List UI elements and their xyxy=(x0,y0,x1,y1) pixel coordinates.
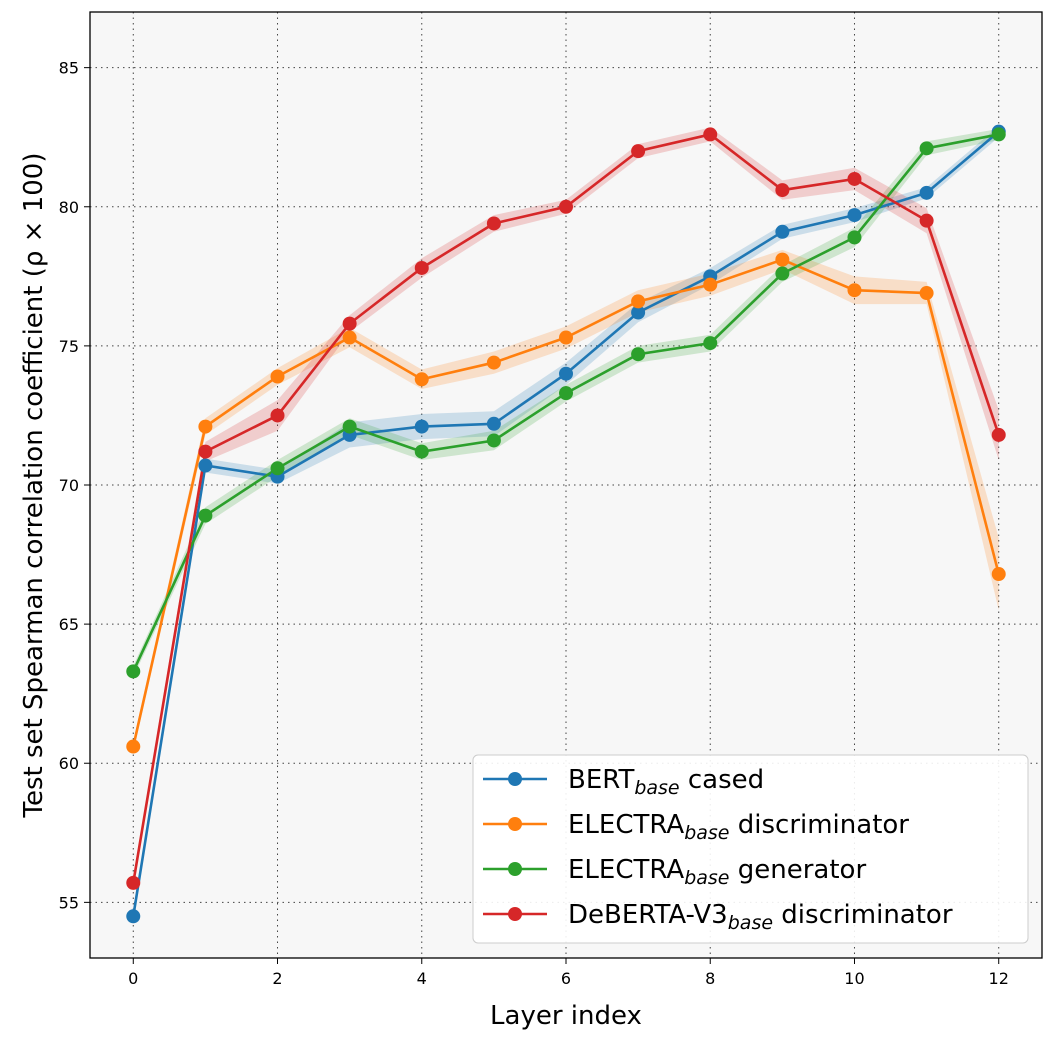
data-point xyxy=(487,417,501,431)
data-point xyxy=(198,459,212,473)
data-point xyxy=(775,267,789,281)
data-point xyxy=(126,876,140,890)
x-axis-ticks: 0 2 4 6 8 10 12 xyxy=(128,958,1009,988)
data-point xyxy=(920,286,934,300)
y-tick-label: 60 xyxy=(59,754,79,773)
legend-marker xyxy=(508,862,522,876)
data-point xyxy=(415,372,429,386)
data-point xyxy=(126,664,140,678)
y-tick-label: 65 xyxy=(59,615,79,634)
data-point xyxy=(703,336,717,350)
data-point xyxy=(198,509,212,523)
y-tick-label: 80 xyxy=(59,198,79,217)
legend-label: ELECTRAbase discriminator xyxy=(568,810,909,844)
data-point xyxy=(198,445,212,459)
y-tick-label: 55 xyxy=(59,893,79,912)
data-point xyxy=(415,420,429,434)
y-tick-label: 85 xyxy=(59,59,79,78)
x-tick-label: 12 xyxy=(989,969,1009,988)
data-point xyxy=(847,208,861,222)
data-point xyxy=(271,369,285,383)
data-point xyxy=(343,420,357,434)
x-tick-label: 0 xyxy=(128,969,138,988)
data-point xyxy=(487,356,501,370)
data-point xyxy=(343,331,357,345)
x-tick-label: 6 xyxy=(561,969,571,988)
data-point xyxy=(920,141,934,155)
data-point xyxy=(847,172,861,186)
data-point xyxy=(559,200,573,214)
y-axis-ticks: 55 60 65 70 75 80 85 xyxy=(59,59,90,913)
x-tick-label: 2 xyxy=(272,969,282,988)
x-tick-label: 10 xyxy=(844,969,864,988)
x-axis-label: Layer index xyxy=(490,1001,642,1031)
data-point xyxy=(920,186,934,200)
data-point xyxy=(992,428,1006,442)
y-tick-label: 75 xyxy=(59,337,79,356)
data-point xyxy=(487,433,501,447)
data-point xyxy=(126,740,140,754)
data-point xyxy=(198,420,212,434)
data-point xyxy=(775,253,789,267)
legend-marker xyxy=(508,907,522,921)
y-axis-label: Test set Spearman correlation coefficien… xyxy=(19,153,49,819)
data-point xyxy=(126,909,140,923)
legend-marker xyxy=(508,817,522,831)
data-point xyxy=(343,317,357,331)
data-point xyxy=(559,367,573,381)
x-tick-label: 4 xyxy=(417,969,427,988)
data-point xyxy=(920,214,934,228)
data-point xyxy=(559,331,573,345)
data-point xyxy=(631,347,645,361)
legend-marker xyxy=(508,772,522,786)
data-point xyxy=(847,230,861,244)
y-tick-label: 70 xyxy=(59,476,79,495)
data-point xyxy=(992,127,1006,141)
data-point xyxy=(847,283,861,297)
data-point xyxy=(775,183,789,197)
data-point xyxy=(631,144,645,158)
data-point xyxy=(271,461,285,475)
data-point xyxy=(271,408,285,422)
chart: 0 2 4 6 8 10 12 55 60 65 70 75 80 85 Layer index Tes… xyxy=(0,0,1053,1037)
data-point xyxy=(631,294,645,308)
data-point xyxy=(775,225,789,239)
data-point xyxy=(487,216,501,230)
data-point xyxy=(992,567,1006,581)
data-point xyxy=(415,445,429,459)
data-point xyxy=(559,386,573,400)
data-point xyxy=(415,261,429,275)
data-point xyxy=(703,278,717,292)
data-point xyxy=(703,127,717,141)
x-tick-label: 8 xyxy=(705,969,715,988)
